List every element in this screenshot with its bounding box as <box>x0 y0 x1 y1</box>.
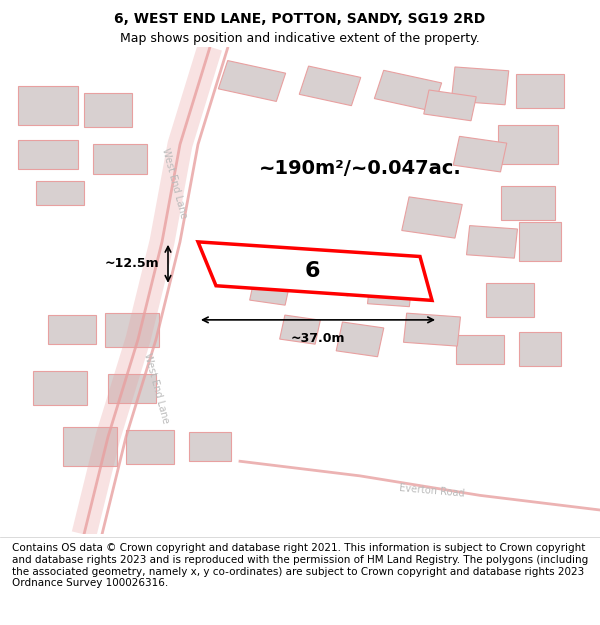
Polygon shape <box>108 374 156 402</box>
Polygon shape <box>307 266 353 296</box>
Polygon shape <box>18 86 78 125</box>
Text: Contains OS data © Crown copyright and database right 2021. This information is : Contains OS data © Crown copyright and d… <box>12 543 588 588</box>
Polygon shape <box>404 313 460 346</box>
Polygon shape <box>189 432 231 461</box>
Polygon shape <box>467 226 517 258</box>
Polygon shape <box>126 429 174 464</box>
Polygon shape <box>105 312 159 347</box>
Polygon shape <box>424 90 476 121</box>
Polygon shape <box>453 136 507 172</box>
Polygon shape <box>280 315 320 344</box>
Polygon shape <box>63 427 117 466</box>
Text: ~12.5m: ~12.5m <box>104 258 159 270</box>
Text: ~190m²/~0.047ac.: ~190m²/~0.047ac. <box>259 159 461 178</box>
Polygon shape <box>36 181 84 205</box>
Polygon shape <box>18 139 78 169</box>
Polygon shape <box>456 334 504 364</box>
Text: 6: 6 <box>304 261 320 281</box>
Polygon shape <box>250 276 290 305</box>
Polygon shape <box>198 242 432 301</box>
Polygon shape <box>299 66 361 106</box>
Polygon shape <box>402 197 462 238</box>
Polygon shape <box>368 274 412 307</box>
Polygon shape <box>33 371 87 405</box>
Text: West End Lane: West End Lane <box>142 352 170 424</box>
Polygon shape <box>501 186 555 220</box>
Polygon shape <box>218 61 286 101</box>
Text: ~37.0m: ~37.0m <box>291 332 345 345</box>
Polygon shape <box>336 322 384 357</box>
Polygon shape <box>486 283 534 318</box>
Polygon shape <box>84 93 132 128</box>
Polygon shape <box>451 67 509 105</box>
Text: 6, WEST END LANE, POTTON, SANDY, SG19 2RD: 6, WEST END LANE, POTTON, SANDY, SG19 2R… <box>115 12 485 26</box>
Polygon shape <box>93 144 147 174</box>
Polygon shape <box>519 332 561 366</box>
Text: West End Lane: West End Lane <box>160 147 188 219</box>
Polygon shape <box>498 125 558 164</box>
Text: Map shows position and indicative extent of the property.: Map shows position and indicative extent… <box>120 32 480 45</box>
Text: Everton Road: Everton Road <box>399 482 465 498</box>
Polygon shape <box>48 315 96 344</box>
Polygon shape <box>519 222 561 261</box>
Polygon shape <box>374 71 442 111</box>
Polygon shape <box>516 74 564 108</box>
